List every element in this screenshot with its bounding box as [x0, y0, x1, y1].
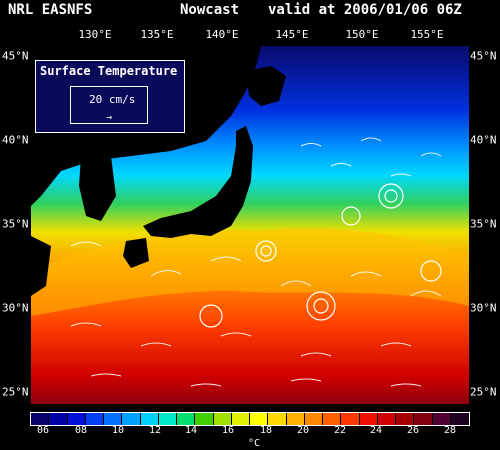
colorbar: [30, 412, 470, 426]
korea-landmass: [79, 156, 116, 221]
colorbar-tick: 20: [296, 425, 310, 436]
lon-label-145: 145°E: [275, 28, 309, 41]
lat-label-40-left: 40°N: [2, 133, 29, 147]
colorbar-swatch: [396, 413, 415, 425]
colorbar-swatch: [450, 413, 469, 425]
colorbar-tick: 22: [333, 425, 347, 436]
colorbar-tick: 26: [406, 425, 420, 436]
lat-label-25-left: 25°N: [2, 385, 29, 399]
colorbar-swatch: [31, 413, 50, 425]
colorbar-swatch: [122, 413, 141, 425]
colorbar-swatch: [158, 413, 177, 425]
lon-label-135: 135°E: [140, 28, 174, 41]
valid-time: valid at 2006/01/06 06Z: [268, 2, 462, 18]
source-label: NRL EASNFS: [8, 2, 93, 18]
colorbar-swatch: [231, 413, 250, 425]
kyushu-landmass: [123, 238, 149, 268]
colorbar-swatch: [323, 413, 342, 425]
colorbar-unit: °C: [248, 438, 261, 449]
inset-title: Surface Temperature: [40, 64, 178, 78]
colorbar-swatch: [67, 413, 86, 425]
colorbar-tick: 24: [369, 425, 383, 436]
colorbar-swatch: [213, 413, 232, 425]
current-vectors: [70, 137, 442, 387]
legend-inset: Surface Temperature 20 cm/s →: [35, 60, 185, 133]
lat-label-30-right: 30°N: [470, 301, 497, 315]
colorbar-swatch: [304, 413, 323, 425]
colorbar-swatch: [85, 413, 104, 425]
eddies: [199, 183, 442, 328]
lat-label-45-left: 45°N: [2, 49, 29, 63]
lat-label-35-right: 35°N: [470, 217, 497, 231]
colorbar-tick: 28: [443, 425, 457, 436]
lat-label-35-left: 35°N: [2, 217, 29, 231]
lon-label-150: 150°E: [345, 28, 379, 41]
colorbar-tick: 16: [221, 425, 235, 436]
colorbar-tick: 14: [184, 425, 198, 436]
colorbar-swatch: [359, 413, 378, 425]
colorbar-tick: 08: [74, 425, 88, 436]
reference-vector-box: 20 cm/s →: [70, 86, 148, 124]
colorbar-tick: 12: [148, 425, 162, 436]
colorbar-swatch: [250, 413, 269, 425]
colorbar-swatch: [140, 413, 159, 425]
lat-label-25-right: 25°N: [470, 385, 497, 399]
china-coast-landmass: [31, 236, 51, 296]
product-label: Nowcast: [180, 2, 240, 18]
colorbar-swatch: [268, 413, 287, 425]
colorbar-swatch: [104, 413, 123, 425]
reference-vector-label: 20 cm/s: [89, 93, 136, 106]
lon-label-140: 140°E: [205, 28, 239, 41]
colorbar-tick: 06: [36, 425, 50, 436]
colorbar-tick: 10: [111, 425, 125, 436]
colorbar-swatch: [414, 413, 433, 425]
colorbar-swatch: [341, 413, 360, 425]
colorbar-swatch: [432, 413, 451, 425]
lat-label-40-right: 40°N: [470, 133, 497, 147]
reference-arrow-icon: →: [106, 112, 113, 123]
lat-label-45-right: 45°N: [470, 49, 497, 63]
colorbar-swatch: [49, 413, 68, 425]
japan-hokkaido-landmass: [246, 66, 286, 106]
lon-label-130: 130°E: [78, 28, 112, 41]
colorbar-tick: 18: [259, 425, 273, 436]
colorbar-swatch: [377, 413, 396, 425]
colorbar-swatch: [195, 413, 214, 425]
colorbar-swatch: [286, 413, 305, 425]
lon-label-155: 155°E: [410, 28, 444, 41]
colorbar-swatch: [177, 413, 196, 425]
lat-label-30-left: 30°N: [2, 301, 29, 315]
japan-honshu-landmass: [143, 126, 253, 238]
